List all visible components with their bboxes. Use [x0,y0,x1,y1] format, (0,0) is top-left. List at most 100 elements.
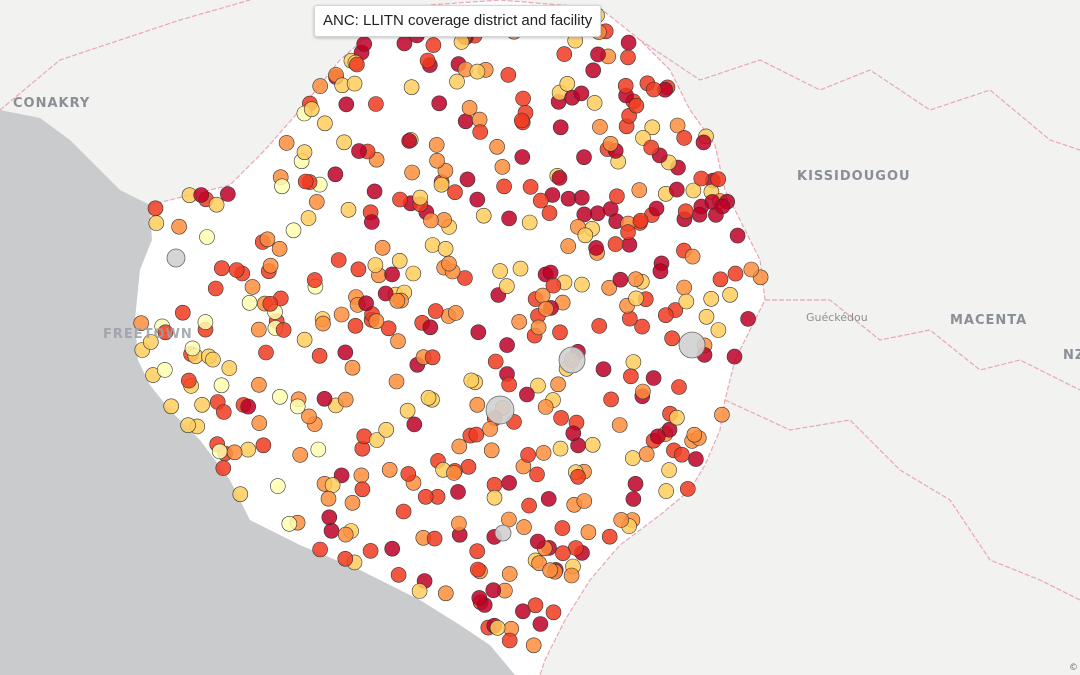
facility-dot[interactable] [175,304,191,321]
facility-dot[interactable] [603,391,619,408]
facility-dot[interactable] [171,218,187,235]
facility-dot[interactable] [570,468,586,485]
facility-dot[interactable] [693,170,710,187]
facility-dot[interactable] [275,322,292,338]
facility-dot[interactable] [390,333,406,350]
facility-dot[interactable] [501,566,518,582]
facility-dot[interactable] [525,637,542,654]
facility-dot[interactable] [698,308,715,325]
facility-dot[interactable] [613,512,630,528]
facility-dot[interactable] [657,307,674,324]
facility-dot[interactable] [678,293,695,310]
facility-dot[interactable] [337,526,354,543]
facility-dot[interactable] [405,265,422,282]
facility-dot[interactable] [340,202,357,218]
facility-dot[interactable] [545,277,562,294]
facility-dot[interactable] [652,263,669,280]
facility-dot[interactable] [635,383,651,400]
facility-dot[interactable] [540,491,557,507]
facility-dot[interactable] [538,301,554,317]
facility-dot[interactable] [269,478,286,494]
facility-dot[interactable] [559,76,576,92]
facility-dot[interactable] [551,170,568,186]
facility-dot[interactable] [676,279,693,296]
facility-dot[interactable] [632,212,649,229]
facility-dot[interactable] [627,271,644,288]
facility-dot[interactable] [197,314,214,330]
facility-dot[interactable] [609,188,625,205]
facility-dot[interactable] [634,318,650,335]
facility-dot[interactable] [327,166,344,183]
facility-dot[interactable] [595,361,612,378]
facility-dot[interactable] [499,337,515,353]
facility-dot[interactable] [400,466,417,482]
facility-dot[interactable] [588,240,604,256]
facility-dot[interactable] [312,78,329,94]
facility-dot[interactable] [425,37,442,53]
facility-dot[interactable] [496,178,512,195]
facility-dot[interactable] [573,85,590,102]
facility-dot[interactable] [627,475,644,492]
facility-dot[interactable] [344,494,361,511]
facility-dot[interactable] [422,319,439,336]
facility-dot[interactable] [550,376,566,393]
facility-dot[interactable] [601,528,618,545]
facility-dot[interactable] [511,313,528,330]
facility-dot[interactable] [296,331,313,348]
facility-dot[interactable] [404,164,420,181]
facility-dot[interactable] [661,421,678,438]
facility-dot[interactable] [529,466,545,483]
facility-dot[interactable] [399,402,416,419]
facility-dot[interactable] [423,212,439,229]
facility-dot[interactable] [281,515,298,532]
facility-dot[interactable] [289,398,306,415]
facility-dot[interactable] [463,372,480,389]
facility-dot[interactable] [460,458,477,475]
facility-dot[interactable] [323,522,340,539]
facility-dot[interactable] [427,303,444,319]
facility-dot[interactable] [388,373,405,390]
facility-dot[interactable] [426,530,443,547]
facility-dot[interactable] [469,191,486,208]
facility-dot[interactable] [390,567,407,583]
facility-dot[interactable] [669,117,686,134]
facility-dot[interactable] [645,81,662,98]
facility-dot[interactable] [211,443,228,460]
facility-dot[interactable] [215,460,232,476]
facility-dot[interactable] [576,149,592,165]
facility-dot[interactable] [602,136,619,152]
facility-dot[interactable] [514,149,531,165]
facility-dot[interactable] [661,462,677,478]
facility-dot[interactable] [628,290,644,307]
facility-dot[interactable] [714,198,731,215]
facility-dot[interactable] [351,143,367,159]
facility-dot[interactable] [451,438,468,455]
facility-dot[interactable] [501,210,517,227]
facility-dot[interactable] [349,56,365,73]
facility-dot[interactable] [565,425,582,442]
facility-dot[interactable] [469,63,486,80]
facility-dot[interactable] [531,555,547,572]
facility-dot[interactable] [552,440,569,457]
facility-dot[interactable] [520,447,536,463]
facility-dot[interactable] [437,241,454,257]
facility-dot[interactable] [607,236,624,252]
facility-dot[interactable] [519,386,535,403]
facility-dot[interactable] [274,178,290,195]
facility-dot[interactable] [712,271,729,288]
facility-dot[interactable] [321,509,338,526]
facility-dot[interactable] [577,227,594,244]
facility-dot[interactable] [601,279,618,296]
facility-dot[interactable] [475,207,492,224]
facility-dot[interactable] [363,214,380,230]
facility-dot[interactable] [468,426,485,443]
facility-dot[interactable] [483,442,500,459]
facility-dot[interactable] [368,432,385,448]
facility-dot[interactable] [542,562,559,579]
facility-dot[interactable] [208,196,225,213]
facility-dot[interactable] [591,318,608,334]
facility-dot[interactable] [628,97,645,114]
facility-dot[interactable] [431,95,448,112]
facility-dot[interactable] [686,426,703,443]
